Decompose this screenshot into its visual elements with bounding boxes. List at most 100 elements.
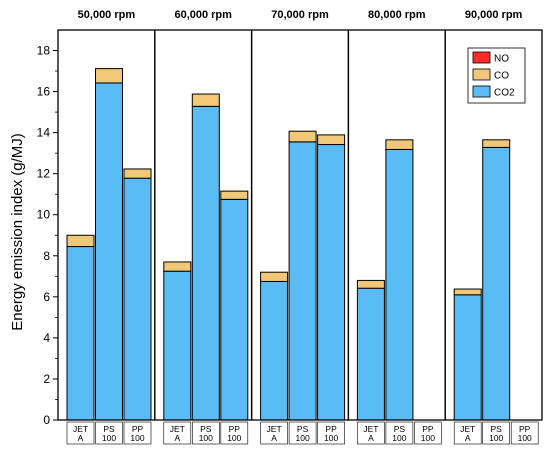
category-label: 100 bbox=[296, 433, 310, 443]
y-tick-label: 14 bbox=[37, 126, 51, 140]
bar-co bbox=[95, 68, 123, 84]
category-label: JET bbox=[170, 424, 185, 434]
category-label-box bbox=[482, 421, 511, 445]
y-tick-label: 10 bbox=[37, 208, 51, 222]
bar-co2 bbox=[163, 270, 192, 421]
category-label: PS bbox=[297, 424, 309, 434]
category-label-box bbox=[317, 421, 345, 445]
bar-co2 bbox=[66, 246, 95, 421]
category-label: A bbox=[368, 433, 374, 443]
category-label: A bbox=[78, 433, 84, 443]
legend-label: CO2 bbox=[494, 88, 515, 99]
category-label: 100 bbox=[102, 433, 116, 443]
category-label: JET bbox=[73, 424, 88, 434]
panel-title: 80,000 rpm bbox=[368, 9, 426, 21]
bar-co bbox=[191, 93, 220, 107]
bar-co bbox=[220, 190, 249, 200]
bar-co2 bbox=[317, 144, 346, 421]
panel-frames bbox=[57, 29, 543, 421]
bar-co2 bbox=[260, 280, 289, 421]
category-label-box bbox=[453, 421, 482, 445]
legend: NO CO CO2 bbox=[467, 47, 526, 104]
category-label-box bbox=[385, 421, 414, 445]
bar-co bbox=[260, 271, 289, 282]
category-label-box bbox=[123, 421, 152, 445]
category-label: PS bbox=[394, 424, 406, 434]
legend-label: CO bbox=[494, 71, 509, 82]
category-label-box bbox=[288, 421, 317, 445]
category-label: 100 bbox=[421, 433, 435, 443]
bar-co2 bbox=[191, 105, 220, 421]
category-label: A bbox=[271, 433, 277, 443]
category-label: JET bbox=[267, 424, 282, 434]
legend-swatch-co2 bbox=[472, 85, 491, 98]
y-tick-label: 12 bbox=[37, 167, 51, 181]
legend-swatch-no bbox=[472, 51, 491, 64]
category-label: 100 bbox=[227, 433, 241, 443]
bar-co bbox=[453, 288, 482, 296]
panel-titles: 50,000 rpm 60,000 rpm 70,000 rpm 80,000 rpm… bbox=[78, 9, 523, 21]
bar-co bbox=[317, 134, 346, 146]
y-tick-label: 6 bbox=[43, 290, 50, 304]
bar-co2 bbox=[123, 177, 152, 421]
y-tick-label: 18 bbox=[37, 44, 51, 58]
y-tick-label: 2 bbox=[43, 372, 50, 386]
category-label-box bbox=[510, 421, 539, 445]
bar-co2 bbox=[482, 146, 511, 421]
category-label-box bbox=[163, 421, 192, 445]
bars bbox=[66, 68, 511, 421]
y-axis: 0 2 4 6 8 10 12 14 16 18 bbox=[37, 44, 58, 427]
bar-co bbox=[288, 130, 317, 143]
y-tick-label: 0 bbox=[43, 413, 50, 427]
category-label-box bbox=[260, 421, 288, 445]
category-label: PP bbox=[229, 424, 241, 434]
category-label: PS bbox=[200, 424, 212, 434]
bar-co2 bbox=[288, 141, 317, 421]
category-label-box bbox=[220, 421, 249, 445]
category-label: 100 bbox=[489, 433, 503, 443]
y-tick-label: 8 bbox=[43, 249, 50, 263]
category-label-box bbox=[414, 421, 442, 445]
category-label: JET bbox=[460, 424, 475, 434]
bar-co2 bbox=[453, 294, 482, 421]
y-tick-label: 4 bbox=[43, 331, 50, 345]
panel-title: 90,000 rpm bbox=[465, 9, 523, 21]
bar-co2 bbox=[95, 82, 123, 421]
category-label-box bbox=[95, 421, 123, 445]
bar-co bbox=[66, 234, 95, 248]
category-label: PP bbox=[325, 424, 337, 434]
category-label: 100 bbox=[130, 433, 144, 443]
legend-swatch-co bbox=[472, 68, 491, 81]
bar-co bbox=[123, 168, 152, 179]
category-label-box bbox=[357, 421, 385, 445]
bar-co bbox=[163, 261, 192, 272]
category-label: PS bbox=[103, 424, 115, 434]
category-label: A bbox=[174, 433, 180, 443]
bar-co bbox=[385, 139, 414, 150]
bar-co2 bbox=[385, 148, 414, 421]
category-labels: JETAPS100PP100JETAPS100PP100JETAPS100PP1… bbox=[66, 421, 539, 445]
panel-frame bbox=[444, 29, 543, 421]
y-tick-label: 16 bbox=[37, 85, 51, 99]
category-label: 100 bbox=[324, 433, 338, 443]
category-label: PP bbox=[132, 424, 144, 434]
category-label: PP bbox=[422, 424, 434, 434]
bar-co2 bbox=[356, 287, 385, 421]
panel-title: 50,000 rpm bbox=[78, 9, 136, 21]
category-label-box bbox=[66, 421, 95, 445]
bar-co2 bbox=[220, 198, 249, 421]
category-label: 100 bbox=[392, 433, 406, 443]
panel-title: 60,000 rpm bbox=[174, 9, 232, 21]
y-axis-label: Energy emission index (g/MJ) bbox=[9, 133, 26, 331]
panel-title: 70,000 rpm bbox=[271, 9, 329, 21]
category-label: 100 bbox=[518, 433, 532, 443]
category-label: 100 bbox=[199, 433, 213, 443]
bar-co bbox=[356, 279, 385, 289]
category-label: PP bbox=[519, 424, 531, 434]
category-label: PS bbox=[491, 424, 503, 434]
category-label: JET bbox=[363, 424, 378, 434]
category-label: A bbox=[465, 433, 471, 443]
legend-label: NO bbox=[494, 54, 509, 65]
bar-co bbox=[482, 139, 511, 148]
